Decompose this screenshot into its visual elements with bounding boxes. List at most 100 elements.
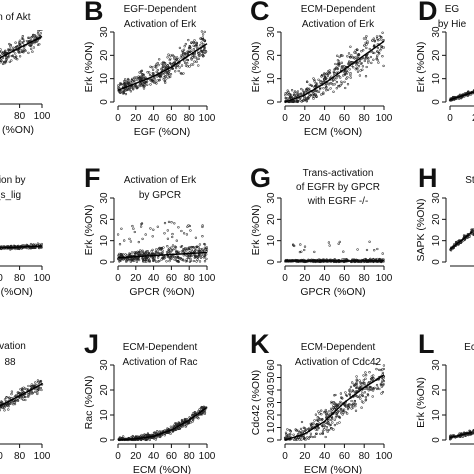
data-point — [203, 30, 206, 34]
data-point — [376, 46, 380, 50]
data-point — [183, 45, 186, 48]
data-point — [164, 64, 167, 67]
data-point — [0, 48, 2, 51]
data-point — [7, 408, 10, 411]
y-axis-title: Rac (%ON) — [83, 376, 95, 430]
data-points — [0, 379, 44, 412]
data-point — [37, 30, 40, 31]
x-tick-label: 80 — [359, 113, 371, 124]
data-point — [353, 51, 356, 54]
x-tick-label: 40 — [319, 273, 331, 284]
x-tick-label: 40 — [148, 113, 160, 124]
data-point — [177, 58, 180, 61]
data-point — [312, 422, 315, 425]
x-tick-label: 20 — [299, 451, 311, 462]
y-axis-title: Cdc42 (%ON) — [250, 370, 262, 435]
data-point — [16, 398, 19, 402]
data-point — [335, 87, 338, 90]
data-point — [29, 247, 32, 250]
data-point — [297, 429, 300, 433]
data-point — [298, 438, 301, 441]
data-point — [154, 250, 158, 253]
data-point — [364, 37, 368, 40]
data-point — [169, 425, 173, 428]
y-tick-label: 30 — [431, 192, 442, 204]
data-point — [134, 84, 137, 87]
y-tick-label: 0 — [99, 259, 110, 265]
data-point — [170, 63, 173, 66]
data-point — [360, 62, 363, 65]
data-point — [300, 420, 304, 424]
data-point — [359, 381, 362, 385]
data-point — [175, 56, 179, 59]
data-point — [204, 248, 207, 251]
data-point — [472, 232, 474, 236]
data-point — [162, 78, 165, 81]
data-point — [156, 79, 159, 82]
data-point — [346, 412, 349, 415]
data-point — [30, 36, 33, 39]
data-point — [180, 229, 183, 233]
data-point — [18, 43, 21, 46]
data-point — [202, 406, 206, 409]
data-point — [171, 235, 174, 239]
data-point — [180, 64, 184, 67]
data-point — [338, 240, 341, 244]
data-point — [136, 257, 140, 260]
data-point — [313, 93, 316, 97]
data-point — [301, 99, 305, 102]
data-point — [372, 377, 375, 380]
data-point — [318, 87, 322, 91]
data-point — [361, 392, 364, 395]
data-point — [364, 398, 368, 401]
data-point — [200, 41, 203, 44]
data-point — [201, 255, 204, 258]
data-point — [197, 50, 200, 53]
x-tick-label: 0 — [282, 451, 288, 462]
data-point — [301, 431, 304, 434]
data-point — [364, 377, 367, 380]
chart-title-line: EG — [445, 4, 460, 15]
data-point — [178, 66, 181, 69]
y-tick-label: 30 — [99, 359, 110, 371]
data-point — [181, 51, 185, 54]
y-tick-label: 20 — [266, 49, 277, 61]
x-tick-label: 20 — [299, 273, 311, 284]
data-point — [143, 433, 146, 436]
data-point — [193, 39, 196, 42]
data-point — [141, 83, 144, 86]
data-point — [169, 251, 172, 254]
chart-title-line: ation by — [0, 175, 26, 186]
data-point — [303, 90, 306, 94]
data-point — [122, 90, 125, 94]
data-point — [292, 99, 295, 102]
data-point — [39, 32, 42, 35]
data-point — [348, 393, 352, 397]
data-point — [355, 379, 358, 382]
data-point — [362, 37, 366, 40]
data-point — [199, 256, 203, 259]
x-tick-label: 0 — [282, 113, 288, 124]
fit-line — [117, 43, 208, 91]
data-point — [166, 229, 169, 232]
chart-title-line: 88 — [4, 357, 16, 368]
data-point — [289, 430, 292, 433]
data-point — [347, 404, 350, 407]
data-point — [333, 394, 336, 397]
chart-title-line: EGF-Dependent — [124, 4, 197, 15]
data-point — [139, 225, 143, 228]
data-point — [3, 398, 7, 401]
data-point — [361, 65, 365, 68]
data-point — [340, 411, 343, 415]
data-point — [379, 383, 383, 387]
x-tick-label: 80 — [359, 273, 371, 284]
data-point — [298, 250, 302, 254]
data-point — [372, 37, 375, 40]
x-tick-label: 0 — [115, 273, 121, 284]
data-point — [188, 65, 191, 68]
data-point — [332, 406, 336, 409]
data-point — [382, 17, 384, 19]
data-point — [40, 30, 43, 32]
data-point — [166, 73, 169, 76]
data-point — [328, 409, 331, 413]
